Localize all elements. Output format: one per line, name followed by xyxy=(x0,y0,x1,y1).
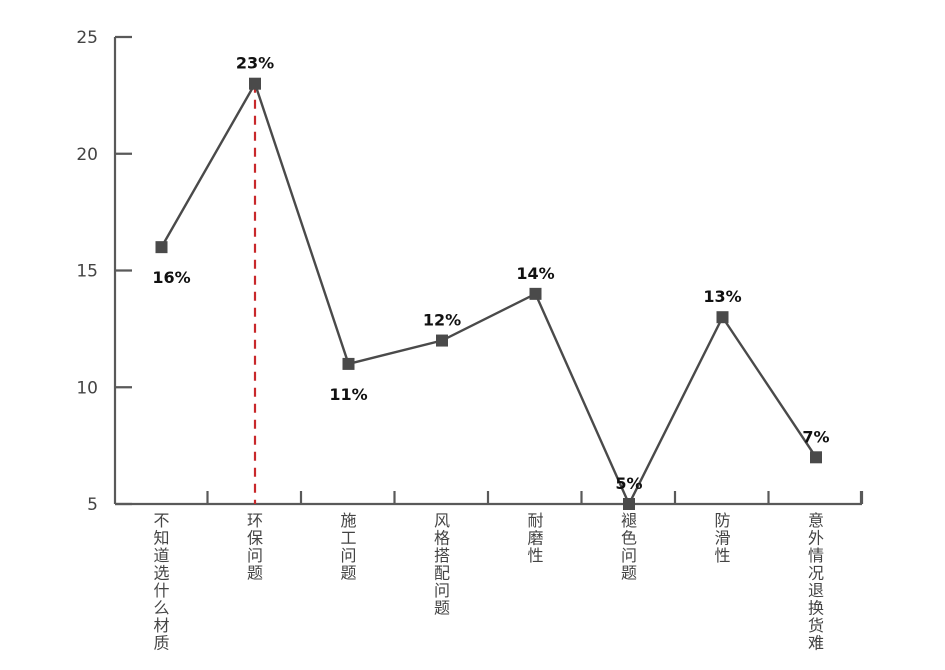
x-category-label: 防滑性 xyxy=(714,511,730,565)
data-point-marker xyxy=(716,311,729,324)
data-label: 16% xyxy=(152,268,190,287)
y-tick-label: 20 xyxy=(76,145,98,165)
data-point-marker xyxy=(155,241,168,254)
data-label: 7% xyxy=(802,427,829,446)
x-category-label: 环保问题 xyxy=(247,511,263,583)
y-tick-label: 15 xyxy=(76,262,98,282)
x-category-label: 风格搭配问题 xyxy=(434,511,450,618)
data-point-marker xyxy=(342,357,355,370)
data-label: 12% xyxy=(423,311,461,330)
x-category-label: 意外情况退换货难 xyxy=(808,511,824,653)
data-point-marker xyxy=(810,451,822,464)
y-tick-label: 10 xyxy=(76,378,98,398)
data-label: 5% xyxy=(615,474,642,493)
data-label: 13% xyxy=(703,287,741,306)
data-point-marker xyxy=(623,498,635,510)
data-label: 14% xyxy=(516,264,554,283)
x-category-label: 褪色问题 xyxy=(621,511,637,583)
y-tick-label: 5 xyxy=(87,495,98,515)
data-point-marker xyxy=(436,334,448,347)
x-category-label: 不知道选什么材质 xyxy=(153,511,169,653)
series-line xyxy=(160,80,817,507)
x-category-label: 耐磨性 xyxy=(527,511,543,565)
data-point-marker xyxy=(249,77,261,90)
data-label: 23% xyxy=(236,54,274,73)
data-label: 11% xyxy=(329,385,367,404)
axes-layer: 5 10 15 20 25 xyxy=(76,28,864,515)
y-tick-label: 25 xyxy=(76,28,98,48)
series-layer xyxy=(155,77,822,510)
label-layer: 16% 23% 11% 12% 14% 5% 13% 7% 不知道选什么材质 环保问题 施工问题 风格… xyxy=(152,54,829,653)
x-category-label: 施工问题 xyxy=(340,511,356,583)
data-point-marker xyxy=(529,287,542,300)
